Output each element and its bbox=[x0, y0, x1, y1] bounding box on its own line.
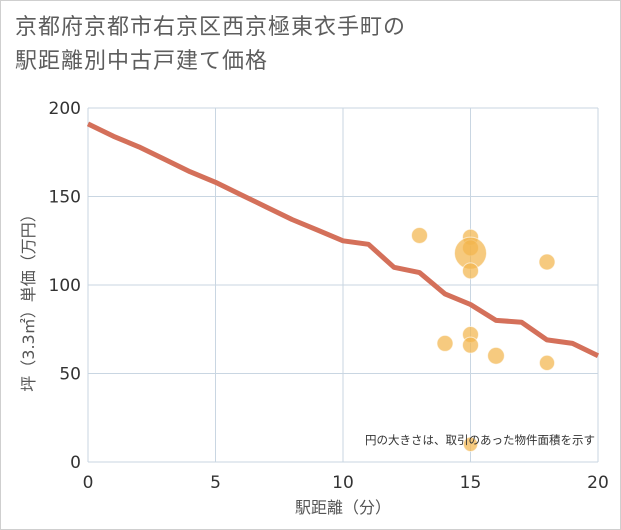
trend-line bbox=[86, 121, 600, 359]
x-tick-label: 0 bbox=[83, 473, 94, 493]
y-tick-label: 50 bbox=[59, 365, 81, 385]
x-tick-label: 15 bbox=[460, 473, 482, 493]
x-tick-label: 10 bbox=[332, 473, 354, 493]
x-tick-label: 20 bbox=[587, 473, 609, 493]
data-point bbox=[487, 346, 505, 365]
data-point bbox=[436, 334, 454, 352]
size-note: 円の大きさは、取引のあった物件面積を示す bbox=[365, 433, 595, 447]
chart-title-line1: 京都府京都市右京区西京極東衣手町の bbox=[15, 15, 407, 40]
data-point bbox=[462, 336, 479, 354]
trend-line-group bbox=[86, 121, 600, 359]
transaction-points bbox=[411, 226, 556, 452]
data-point bbox=[462, 436, 479, 452]
x-axis-label: 駅距離（分） bbox=[295, 498, 391, 517]
data-point bbox=[538, 253, 556, 271]
chart-title-line2: 駅距離別中古戸建て価格 bbox=[15, 49, 269, 74]
y-tick-label: 0 bbox=[70, 453, 81, 473]
chart-title: 京都府京都市右京区西京極東衣手町の 駅距離別中古戸建て価格 bbox=[15, 11, 605, 79]
grid-lines bbox=[87, 107, 599, 463]
y-axis-label: 坪（3.3㎡）単価（万円） bbox=[19, 206, 38, 391]
data-point bbox=[411, 226, 428, 244]
data-point bbox=[462, 262, 479, 280]
y-tick-label: 100 bbox=[49, 276, 81, 296]
y-tick-label: 150 bbox=[49, 188, 81, 208]
y-tick-label: 200 bbox=[49, 99, 81, 119]
data-point bbox=[538, 354, 556, 371]
x-tick-label: 5 bbox=[210, 473, 221, 493]
